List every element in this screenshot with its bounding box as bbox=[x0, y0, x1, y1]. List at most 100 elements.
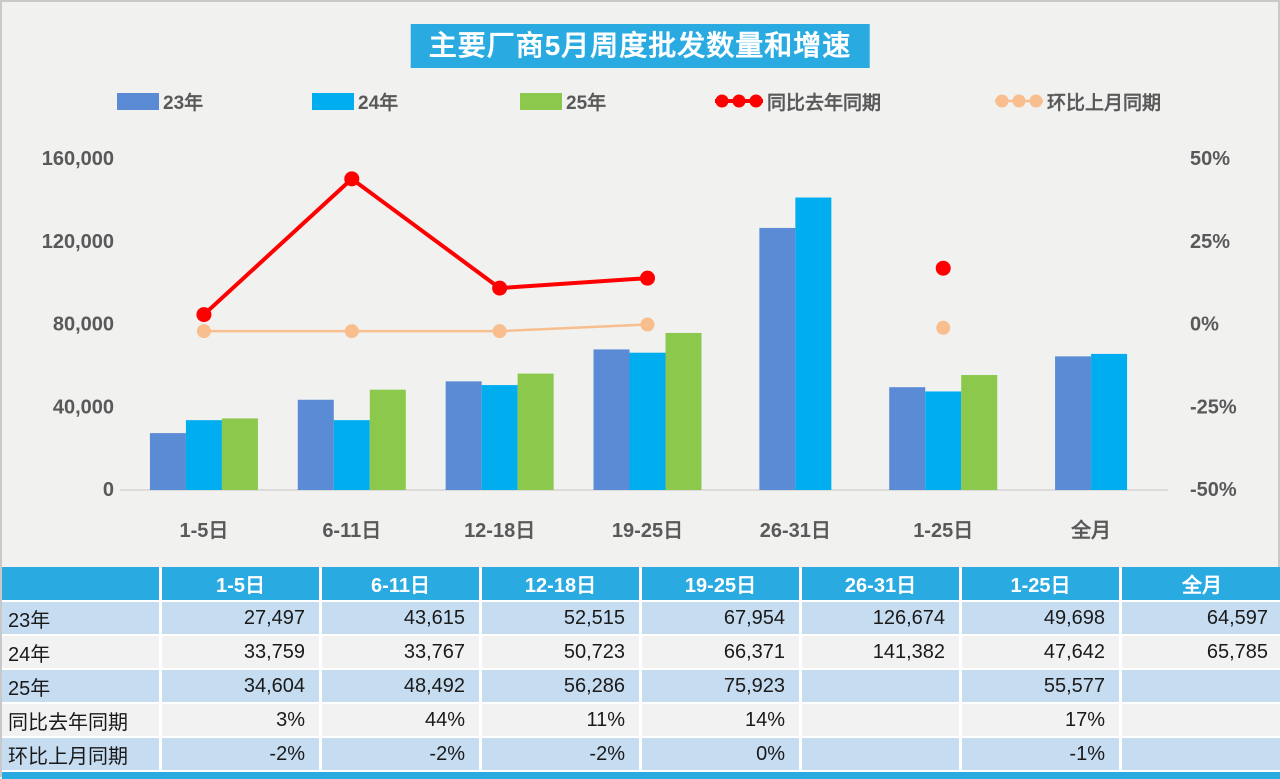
right-axis-tick-2: 0% bbox=[1190, 314, 1219, 336]
legend-bar-swatch-y23 bbox=[117, 92, 159, 110]
legend-bar-swatch-y25 bbox=[520, 92, 562, 110]
marker-yoy-cat3 bbox=[640, 270, 655, 286]
table-row-header-0: 23年 bbox=[2, 602, 162, 636]
table-row-2: 25年 34,604 48,492 56,286 75,923 55,577 bbox=[2, 670, 1280, 704]
chart-legend: 23年 24年 25年 同比去年同期 环比上月同期 bbox=[2, 90, 1280, 114]
legend-label-y24: 24年 bbox=[358, 92, 399, 114]
table-cell-r0-c4: 126,674 bbox=[802, 602, 962, 636]
table-cell-r4-c1: -2% bbox=[322, 738, 482, 772]
bar-y24-cat3 bbox=[629, 352, 666, 490]
legend-label-y23: 23年 bbox=[163, 92, 204, 114]
table-cell-r3-c1: 44% bbox=[322, 704, 482, 738]
table-row-header-1: 24年 bbox=[2, 636, 162, 670]
bar-y23-cat6 bbox=[1055, 356, 1092, 490]
combo-chart: 0 40,000 80,000 120,000 160,000 -50% -25% 0% 25%… bbox=[42, 148, 1237, 542]
table-cell-r4-c4 bbox=[802, 738, 962, 772]
marker-yoy-cat1 bbox=[344, 171, 360, 187]
table-cell-r2-c2: 56,286 bbox=[482, 670, 642, 704]
table-cell-r0-c1: 43,615 bbox=[322, 602, 482, 636]
x-axis-label-5: 1-25日 bbox=[913, 520, 973, 542]
line-yoy-seg2 bbox=[497, 276, 650, 291]
left-axis-tick-1: 40,000 bbox=[53, 396, 114, 418]
bar-y24-cat2 bbox=[481, 385, 518, 490]
table-bottom-bar bbox=[2, 772, 1280, 779]
table-col-header-4: 19-25日 bbox=[642, 567, 802, 602]
bar-y23-cat2 bbox=[445, 381, 482, 490]
x-axis-label-0: 1-5日 bbox=[179, 520, 228, 542]
x-axis-label-6: 全月 bbox=[1070, 518, 1111, 542]
table-cell-r2-c4 bbox=[802, 670, 962, 704]
bar-y23-cat1 bbox=[297, 399, 334, 490]
marker-mom-cat5 bbox=[936, 320, 951, 335]
table-row-header-4: 环比上月同期 bbox=[2, 738, 162, 772]
right-axis-tick-3: 25% bbox=[1190, 231, 1230, 253]
legend-label-y25: 25年 bbox=[566, 92, 607, 114]
bar-y23-cat5 bbox=[889, 387, 926, 490]
bar-y24-cat5 bbox=[925, 391, 962, 490]
bar-y25-cat1 bbox=[369, 389, 406, 490]
marker-mom-cat0 bbox=[196, 324, 211, 339]
table-header: 1-5日 6-11日 12-18日 19-25日 26-31日 1-25日 全月 bbox=[2, 567, 1280, 602]
bar-y24-cat4 bbox=[795, 197, 832, 490]
table-cell-r1-c6: 65,785 bbox=[1122, 636, 1280, 670]
table-cell-r4-c5: -1% bbox=[962, 738, 1122, 772]
marker-mom-cat2 bbox=[492, 324, 507, 339]
line-yoy-seg0 bbox=[201, 176, 354, 317]
table-row-header-3: 同比去年同期 bbox=[2, 704, 162, 738]
table-cell-r4-c0: -2% bbox=[162, 738, 322, 772]
bar-y25-cat2 bbox=[517, 373, 554, 490]
x-axis-label-2: 12-18日 bbox=[464, 520, 535, 542]
table-cell-r1-c0: 33,759 bbox=[162, 636, 322, 670]
table-row-1: 24年 33,759 33,767 50,723 66,371 141,382 47,642… bbox=[2, 636, 1280, 670]
bar-y23-cat3 bbox=[593, 349, 630, 490]
right-axis-tick-4: 50% bbox=[1190, 148, 1230, 170]
legend-line-swatch-yoy bbox=[715, 94, 763, 108]
table-row-3: 同比去年同期 3% 44% 11% 14% 17% bbox=[2, 704, 1280, 738]
table-col-header-6: 1-25日 bbox=[962, 567, 1122, 602]
line-yoy-seg1 bbox=[349, 176, 502, 291]
bar-y25-cat5 bbox=[961, 375, 998, 490]
table-cell-r2-c0: 34,604 bbox=[162, 670, 322, 704]
table-cell-r3-c5: 17% bbox=[962, 704, 1122, 738]
table-col-header-7: 全月 bbox=[1122, 567, 1280, 602]
table-cell-r3-c6 bbox=[1122, 704, 1280, 738]
bar-y24-cat6 bbox=[1091, 353, 1128, 490]
table-cell-r2-c1: 48,492 bbox=[322, 670, 482, 704]
table-cell-r1-c1: 33,767 bbox=[322, 636, 482, 670]
bar-y25-cat3 bbox=[665, 332, 702, 490]
legend-line-swatch-mom bbox=[995, 94, 1043, 108]
table-cell-r3-c0: 3% bbox=[162, 704, 322, 738]
table-col-header-5: 26-31日 bbox=[802, 567, 962, 602]
table-col-header-0 bbox=[2, 567, 162, 602]
table-cell-r1-c3: 66,371 bbox=[642, 636, 802, 670]
marker-yoy-cat2 bbox=[492, 280, 508, 296]
table-col-header-2: 6-11日 bbox=[322, 567, 482, 602]
table-cell-r0-c3: 67,954 bbox=[642, 602, 802, 636]
left-axis-tick-0: 0 bbox=[103, 479, 114, 501]
chart-title: 主要厂商5月周度批发数量和增速 bbox=[410, 24, 870, 68]
marker-yoy-cat5 bbox=[935, 260, 951, 276]
table-cell-r0-c6: 64,597 bbox=[1122, 602, 1280, 636]
table-cell-r3-c2: 11% bbox=[482, 704, 642, 738]
legend-item-y25: 25年 bbox=[520, 90, 607, 114]
bar-y24-cat0 bbox=[185, 420, 222, 490]
x-axis-label-3: 19-25日 bbox=[612, 520, 683, 542]
bar-y25-cat0 bbox=[221, 418, 258, 490]
table-col-header-1: 1-5日 bbox=[162, 567, 322, 602]
table-cell-r2-c3: 75,923 bbox=[642, 670, 802, 704]
table-cell-r0-c5: 49,698 bbox=[962, 602, 1122, 636]
table-cell-r2-c5: 55,577 bbox=[962, 670, 1122, 704]
table-cell-r1-c2: 50,723 bbox=[482, 636, 642, 670]
legend-item-y24: 24年 bbox=[312, 90, 399, 114]
left-axis-tick-4: 160,000 bbox=[42, 148, 114, 170]
legend-label-yoy: 同比去年同期 bbox=[767, 92, 882, 114]
table-row-header-2: 25年 bbox=[2, 670, 162, 704]
table-cell-r3-c3: 14% bbox=[642, 704, 802, 738]
marker-yoy-cat0 bbox=[196, 307, 212, 323]
legend-bar-swatch-y24 bbox=[312, 92, 354, 110]
table-cell-r4-c2: -2% bbox=[482, 738, 642, 772]
table-cell-r4-c6 bbox=[1122, 738, 1280, 772]
table-cell-r3-c4 bbox=[802, 704, 962, 738]
left-axis-tick-3: 120,000 bbox=[42, 231, 114, 253]
bar-y24-cat1 bbox=[333, 420, 370, 490]
